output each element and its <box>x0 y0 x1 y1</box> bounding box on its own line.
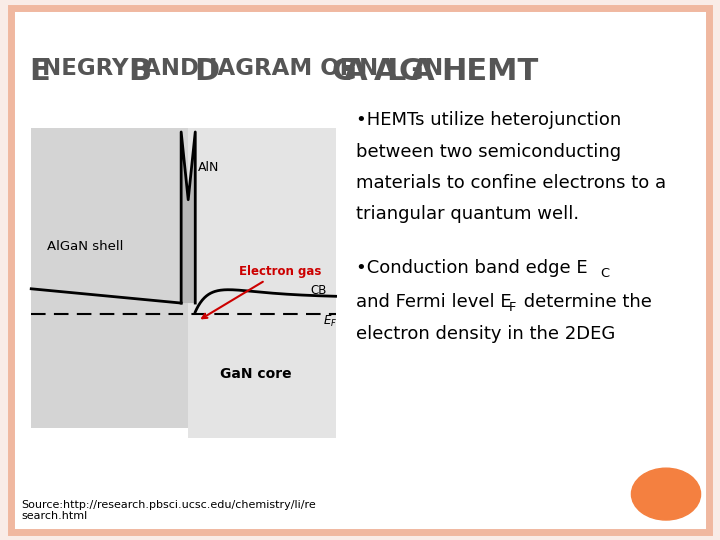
FancyBboxPatch shape <box>11 8 709 532</box>
Polygon shape <box>31 129 188 428</box>
Circle shape <box>631 468 701 520</box>
Text: Source:http://research.pbsci.ucsc.edu/chemistry/li/re
search.html: Source:http://research.pbsci.ucsc.edu/ch… <box>22 500 316 521</box>
Text: A: A <box>411 57 435 86</box>
Text: AlN: AlN <box>198 161 219 174</box>
Text: GaN core: GaN core <box>220 367 292 381</box>
Text: L: L <box>387 57 406 86</box>
Text: N/: N/ <box>359 57 386 80</box>
Text: Electron gas: Electron gas <box>202 265 322 318</box>
Text: E: E <box>29 57 50 86</box>
Text: •Conduction band edge E: •Conduction band edge E <box>356 259 588 277</box>
Text: AND: AND <box>143 57 207 80</box>
Text: NEGRY: NEGRY <box>42 57 136 80</box>
Text: determine the: determine the <box>518 293 652 310</box>
Text: B: B <box>128 57 151 86</box>
Text: and Fermi level E: and Fermi level E <box>356 293 512 310</box>
Text: F: F <box>509 301 516 314</box>
Polygon shape <box>188 129 336 438</box>
Text: A: A <box>374 57 397 86</box>
Text: $E_F$: $E_F$ <box>323 313 337 328</box>
Text: N: N <box>424 57 451 80</box>
Text: D: D <box>194 57 220 86</box>
Text: C: C <box>600 267 609 280</box>
Text: IAGRAM OF: IAGRAM OF <box>209 57 363 80</box>
Text: G: G <box>398 57 423 86</box>
Text: electron density in the 2DEG: electron density in the 2DEG <box>356 325 616 343</box>
Text: AlGaN shell: AlGaN shell <box>48 240 124 253</box>
Text: between two semiconducting: between two semiconducting <box>356 143 621 161</box>
Text: G: G <box>331 57 356 86</box>
Text: HEMT: HEMT <box>441 57 539 86</box>
Text: •HEMTs utilize heterojunction: •HEMTs utilize heterojunction <box>356 111 621 129</box>
Text: triangular quantum well.: triangular quantum well. <box>356 205 580 223</box>
Polygon shape <box>181 132 195 303</box>
Text: CB: CB <box>310 284 326 297</box>
Text: materials to confine electrons to a: materials to confine electrons to a <box>356 174 667 192</box>
Text: A: A <box>344 57 368 86</box>
